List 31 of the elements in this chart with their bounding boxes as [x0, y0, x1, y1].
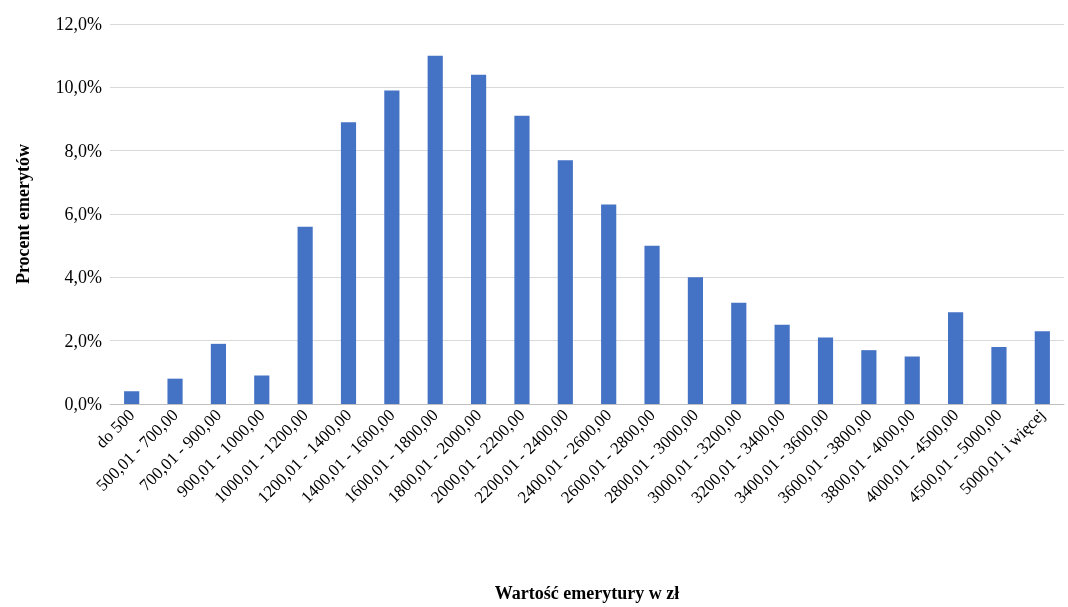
y-tick-label: 4,0% — [64, 267, 102, 288]
bar — [817, 337, 834, 404]
y-tick-label: 12,0% — [55, 14, 102, 34]
bar — [427, 55, 443, 404]
bar — [1034, 331, 1050, 404]
y-tick-label: 10,0% — [55, 77, 102, 98]
bar — [254, 375, 270, 404]
bar — [210, 343, 226, 404]
bar — [167, 378, 183, 404]
bar — [774, 324, 790, 404]
y-tick-label: 8,0% — [64, 140, 102, 161]
y-tick-label: 0,0% — [64, 394, 102, 414]
y-tick-label: 2,0% — [64, 330, 102, 351]
x-axis-title: Wartość emerytury w zł — [494, 583, 680, 603]
bar — [687, 277, 703, 404]
bar — [124, 391, 140, 404]
bar — [731, 302, 747, 404]
bar — [861, 350, 877, 404]
y-tick-label: 6,0% — [64, 204, 102, 224]
bar — [991, 347, 1007, 404]
bar — [557, 160, 573, 404]
bar — [297, 226, 313, 404]
bar — [340, 122, 357, 404]
bar — [904, 356, 920, 404]
bar — [384, 90, 400, 404]
y-axis-title: Procent emerytów — [13, 143, 33, 285]
bar — [644, 245, 660, 404]
bar — [948, 312, 964, 404]
bar — [601, 204, 617, 404]
bar — [471, 74, 487, 404]
bar — [514, 115, 530, 404]
